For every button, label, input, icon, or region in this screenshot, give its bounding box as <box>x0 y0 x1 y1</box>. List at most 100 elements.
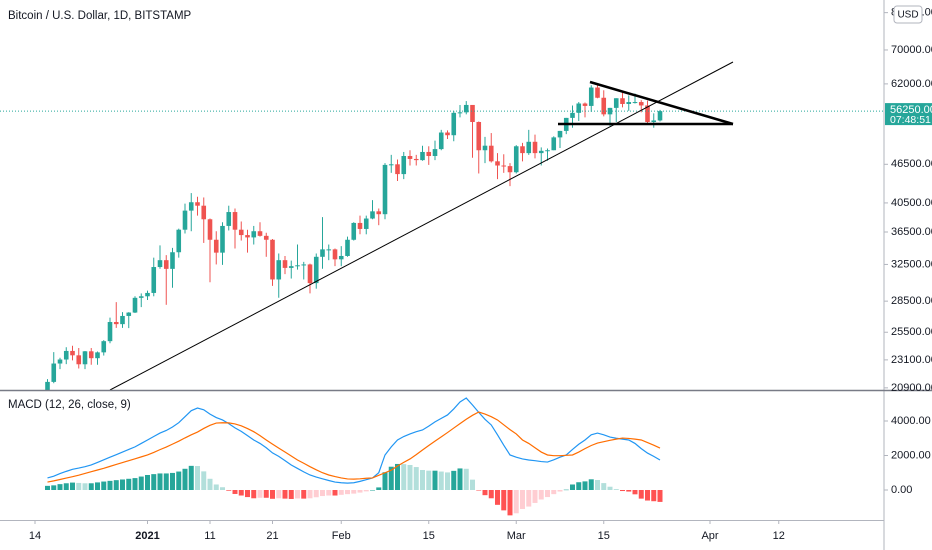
last-price-label: 56250.00 <box>890 104 932 116</box>
x-tick-label: 2021 <box>135 530 159 542</box>
y-tick-label: 0.00 <box>891 484 912 496</box>
histogram-bar <box>57 484 63 491</box>
axes: 20900.00 23100.00 25500.00 28500.00 32500.00… <box>29 7 932 542</box>
histogram-bar <box>51 485 57 491</box>
candle-body <box>588 87 594 106</box>
currency-label[interactable]: USD <box>897 10 918 21</box>
candle-body <box>363 218 369 229</box>
y-tick-label: 62000.00 <box>891 78 932 90</box>
histogram-bar <box>645 490 650 501</box>
histogram-bar <box>157 473 163 491</box>
triangle-upper <box>589 80 734 126</box>
histogram-bar <box>101 481 107 491</box>
candle-body <box>76 355 82 365</box>
histogram-bar <box>70 482 75 491</box>
histogram-bar <box>588 479 594 491</box>
candle-body <box>163 260 169 269</box>
candle-body <box>507 166 513 173</box>
histogram-bar <box>501 490 507 511</box>
candle-body <box>207 219 213 240</box>
histogram-bar <box>520 490 525 509</box>
candle-body <box>645 105 650 122</box>
candle-body <box>657 111 663 121</box>
trendline <box>109 61 734 390</box>
candle-body <box>476 121 482 151</box>
candle-body <box>538 150 544 154</box>
candle-body <box>382 164 388 215</box>
x-tick-label: Apr <box>701 530 718 542</box>
histogram-bar <box>132 478 138 491</box>
x-tick-label: 14 <box>29 530 41 542</box>
histogram-bar <box>76 482 82 491</box>
candle-body <box>613 98 619 108</box>
candle-body <box>557 130 563 138</box>
x-tick-label: Mar <box>507 530 526 542</box>
macd-line <box>47 397 661 484</box>
candle-body <box>82 351 88 365</box>
histogram-bar <box>345 490 350 495</box>
candle-body <box>532 141 538 154</box>
histogram-bar <box>63 483 69 491</box>
histogram-bar <box>432 470 438 491</box>
histogram-bar <box>388 466 394 491</box>
histogram-bar <box>482 490 488 496</box>
histogram-bar <box>207 478 213 491</box>
candle-body <box>638 102 644 106</box>
y-tick-label: 28500.00 <box>891 295 932 307</box>
histogram-bar <box>251 490 257 499</box>
currency-badge[interactable] <box>893 5 923 24</box>
histogram-bar <box>613 489 619 491</box>
histogram-bar <box>195 466 200 491</box>
histogram-bar <box>126 478 132 491</box>
histogram-bar <box>357 490 363 493</box>
candle-body <box>620 98 625 104</box>
histogram-bar <box>145 474 150 491</box>
candle-body <box>520 146 525 154</box>
y-tick-label: 32500.00 <box>891 258 932 270</box>
y-tick-label: 40500.00 <box>891 197 932 209</box>
candle-body <box>495 161 500 166</box>
candle-body <box>120 315 125 325</box>
histogram-bar <box>182 468 188 491</box>
candle-body <box>126 312 132 316</box>
candle-body <box>195 202 200 206</box>
macd-title: MACD (12, 26, close, 9) <box>8 399 131 411</box>
candle-body <box>295 265 300 267</box>
histogram-bar <box>213 484 219 491</box>
histogram-bar <box>382 472 388 491</box>
candle-body <box>70 350 75 356</box>
histogram-bar <box>307 490 313 499</box>
histogram-bar <box>457 468 463 491</box>
histogram-bar <box>620 490 625 492</box>
histogram-bar <box>88 483 94 491</box>
histogram-bar <box>607 486 613 491</box>
histogram-bar <box>420 469 425 491</box>
candle-body <box>157 260 163 268</box>
histogram-bar <box>151 474 157 491</box>
chart-title: Bitcoin / U.S. Dollar, 1D, BITSTAMP <box>8 10 192 22</box>
histogram-bar <box>401 464 407 491</box>
histogram-bar <box>563 489 569 491</box>
candle-body <box>57 359 63 364</box>
candle-body <box>63 350 69 360</box>
candle-body <box>413 158 419 161</box>
candle-body <box>151 267 157 293</box>
histogram-bar <box>370 490 375 491</box>
histogram-bar <box>470 479 475 491</box>
histogram-bar <box>170 472 175 491</box>
candle-body <box>113 322 119 325</box>
histogram-bar <box>576 482 582 491</box>
histogram-bar <box>232 490 238 494</box>
histogram-bar <box>526 490 532 507</box>
histogram-bar <box>407 464 413 491</box>
histogram-bar <box>595 479 600 491</box>
candle-body <box>463 104 469 113</box>
histogram-bar <box>570 484 575 491</box>
histogram-bar <box>545 490 550 498</box>
candle-body <box>470 104 475 122</box>
candle-body <box>201 205 207 220</box>
candle-body <box>232 212 238 230</box>
candle-body <box>326 249 332 251</box>
y-tick-label: 2000.00 <box>891 449 931 461</box>
